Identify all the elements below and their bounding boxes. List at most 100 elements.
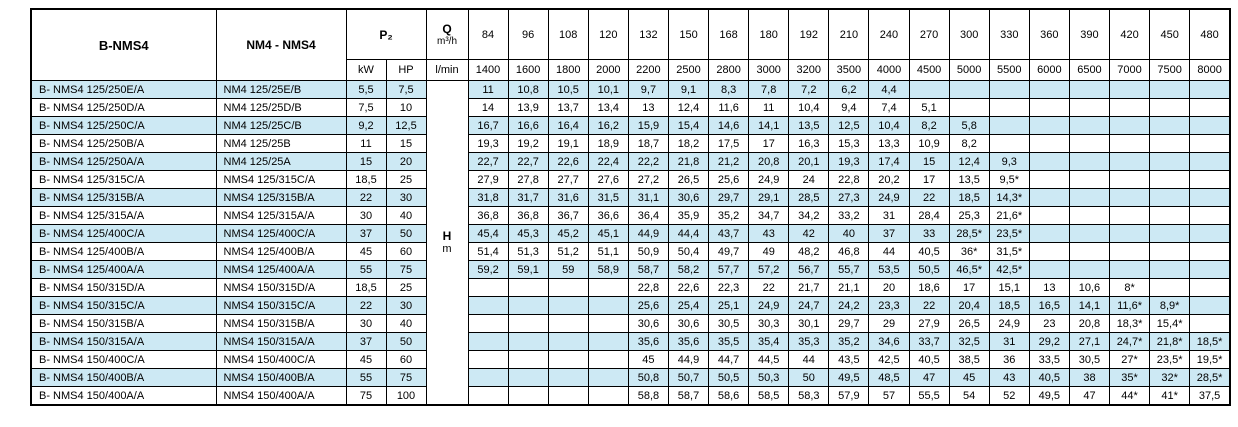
flow-lmin-header: 7500 [1149, 59, 1191, 81]
model-b-cell: B- NMS4 125/250C/A [30, 116, 217, 135]
head-value-cell [1189, 224, 1231, 243]
head-value-cell: 18,9 [587, 134, 629, 153]
head-value-cell [1028, 134, 1070, 153]
head-value-cell: 42,5* [988, 260, 1030, 279]
head-value-cell: 20,4 [948, 296, 990, 315]
head-value-cell: 26,5 [667, 170, 710, 189]
head-value-cell [1189, 314, 1231, 333]
p2-kw-cell: 30 [345, 206, 387, 225]
head-value-cell [547, 296, 589, 315]
head-value-cell [988, 80, 1030, 99]
head-value-cell: 20,8 [1068, 314, 1111, 333]
head-value-cell: 15,3 [828, 134, 870, 153]
flow-lmin-header: 1400 [467, 59, 509, 81]
head-value-cell: 17 [908, 170, 950, 189]
head-value-cell: 37,5 [1189, 386, 1231, 406]
head-value-cell: 57,2 [748, 260, 790, 279]
head-value-cell: 38 [1068, 368, 1111, 387]
table-row: B- NMS4 125/315B/A NMS4 125/315B/A 22 30 31,… [30, 188, 1231, 207]
head-value-cell [1028, 170, 1070, 189]
head-value-cell: 10,8 [507, 80, 549, 99]
head-value-cell [1108, 188, 1151, 207]
head-value-cell: 44 [868, 242, 910, 261]
head-value-cell: 45,3 [507, 224, 549, 243]
head-value-cell: 58,7 [627, 260, 669, 279]
p2-kw-cell: 30 [345, 314, 387, 333]
head-value-cell [1149, 170, 1191, 189]
head-value-cell: 9,4 [828, 98, 870, 117]
head-value-cell: 22 [748, 278, 790, 297]
head-value-cell: 19,1 [547, 134, 589, 153]
table-row: B- NMS4 125/250A/A NM4 125/25A 15 20 22,7 22,… [30, 152, 1231, 171]
head-value-cell: 35,2 [708, 206, 750, 225]
head-value-cell: 34,2 [788, 206, 830, 225]
flow-m3h-header: 192 [788, 8, 830, 60]
head-value-cell [547, 314, 589, 333]
head-value-cell [1068, 98, 1111, 117]
head-value-cell: 53,5 [868, 260, 910, 279]
head-value-cell: 43 [748, 224, 790, 243]
head-value-cell [1149, 188, 1191, 207]
head-value-cell [587, 314, 629, 333]
flow-m3h-header: 84 [467, 8, 509, 60]
model-nm-cell: NM4 125/25C/B [215, 116, 347, 135]
head-value-cell: 35,2 [828, 332, 870, 351]
unit-header-kw: kW [345, 59, 387, 81]
head-value-cell [1028, 260, 1070, 279]
head-value-cell: 31,8 [467, 188, 509, 207]
head-value-cell [1149, 242, 1191, 261]
head-value-cell: 58,8 [627, 386, 669, 406]
head-value-cell: 16,3 [788, 134, 830, 153]
head-value-cell: 51,3 [507, 242, 549, 261]
head-value-cell: 22,7 [467, 152, 509, 171]
flow-lmin-header: 4500 [908, 59, 950, 81]
head-value-cell: 28,5 [788, 188, 830, 207]
flow-lmin-header: 2000 [587, 59, 629, 81]
head-value-cell: 55,7 [828, 260, 870, 279]
head-value-cell [1108, 224, 1151, 243]
head-value-cell [467, 314, 509, 333]
head-value-cell: 50,8 [627, 368, 669, 387]
head-value-cell: 31,6 [547, 188, 589, 207]
head-value-cell: 44,9 [627, 224, 669, 243]
head-value-cell: 14,1 [1068, 296, 1111, 315]
head-value-cell: 5,8 [948, 116, 990, 135]
head-value-cell [507, 368, 549, 387]
model-nm-cell: NMS4 150/400A/A [215, 386, 347, 406]
p2-hp-cell: 60 [385, 242, 427, 261]
head-value-cell [507, 350, 549, 369]
head-value-cell: 14,6 [708, 116, 750, 135]
p2-kw-cell: 18,5 [345, 278, 387, 297]
head-value-cell: 22 [908, 296, 950, 315]
head-value-cell [1068, 80, 1111, 99]
head-value-cell: 10,9 [908, 134, 950, 153]
head-value-cell: 49 [748, 242, 790, 261]
head-value-cell: 58,6 [708, 386, 750, 406]
head-value-cell: 59,2 [467, 260, 509, 279]
head-value-cell: 26,5 [948, 314, 990, 333]
head-value-cell: 12,4 [667, 98, 710, 117]
head-value-cell: 23,5* [1149, 350, 1191, 369]
head-value-cell: 29,1 [748, 188, 790, 207]
head-value-cell: 14,3* [988, 188, 1030, 207]
head-value-cell: 22 [908, 188, 950, 207]
head-value-cell: 30,5 [1068, 350, 1111, 369]
head-value-cell: 33,5 [1028, 350, 1070, 369]
head-value-cell: 36* [948, 242, 990, 261]
head-value-cell: 37 [868, 224, 910, 243]
head-value-cell: 22,6 [667, 278, 710, 297]
head-value-cell: 10,5 [547, 80, 589, 99]
head-value-cell: 50,4 [667, 242, 710, 261]
head-value-cell: 27* [1108, 350, 1151, 369]
head-value-cell [1108, 80, 1151, 99]
head-value-cell: 9,1 [667, 80, 710, 99]
head-value-cell: 44,4 [667, 224, 710, 243]
unit-header-hp: HP [385, 59, 427, 81]
model-nm-cell: NMS4 150/315D/A [215, 278, 347, 297]
head-value-cell [1068, 116, 1111, 135]
flow-m3h-header: 210 [828, 8, 870, 60]
head-value-cell: 22,8 [828, 170, 870, 189]
head-value-cell [1108, 152, 1151, 171]
head-value-cell: 11,6 [708, 98, 750, 117]
head-value-cell: 16,4 [547, 116, 589, 135]
